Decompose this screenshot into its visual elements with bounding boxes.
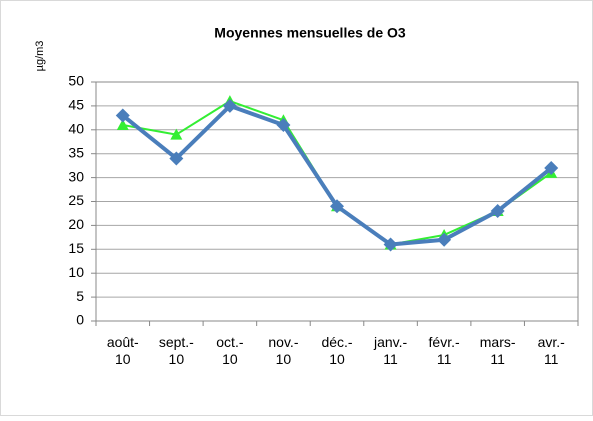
y-tick-label: 40 (68, 121, 84, 137)
y-tick-label: 50 (68, 73, 84, 89)
y-tick-label: 25 (68, 192, 84, 208)
x-tick-label: févr.-11 (429, 334, 460, 367)
point-marker (276, 118, 291, 133)
x-tick-label: nov.-10 (268, 334, 298, 367)
x-tick-label: janv.-11 (373, 334, 408, 367)
y-tick-label: 30 (68, 168, 84, 184)
point-marker (115, 108, 130, 123)
point-marker (170, 128, 183, 140)
point-marker (490, 204, 505, 219)
point-marker (437, 232, 452, 247)
x-tick-label: avr.-11 (538, 334, 566, 367)
y-tick-label: 20 (68, 216, 84, 232)
point-marker (383, 237, 398, 252)
y-tick-label: 10 (68, 264, 84, 280)
y-tick-label: 5 (76, 288, 84, 304)
chart-title: Moyennes mensuelles de O3 (214, 25, 406, 41)
y-tick-label: 0 (76, 312, 84, 328)
x-tick-label: déc.-10 (321, 334, 352, 367)
y-tick-label: 15 (68, 240, 84, 256)
point-marker (544, 161, 559, 176)
y-axis-label: µg/m3 (34, 41, 46, 72)
point-marker (169, 151, 184, 166)
point-marker (330, 199, 344, 214)
x-tick-label: sept.-10 (159, 334, 194, 367)
x-tick-label: août-10 (107, 334, 139, 367)
x-tick-label: mars-11 (480, 334, 516, 367)
point-marker (116, 119, 129, 131)
y-tick-label: 45 (68, 97, 84, 113)
point-marker (222, 98, 237, 113)
y-tick-label: 35 (68, 144, 84, 160)
x-tick-label: oct.-10 (216, 334, 244, 367)
plot-border (95, 81, 579, 322)
